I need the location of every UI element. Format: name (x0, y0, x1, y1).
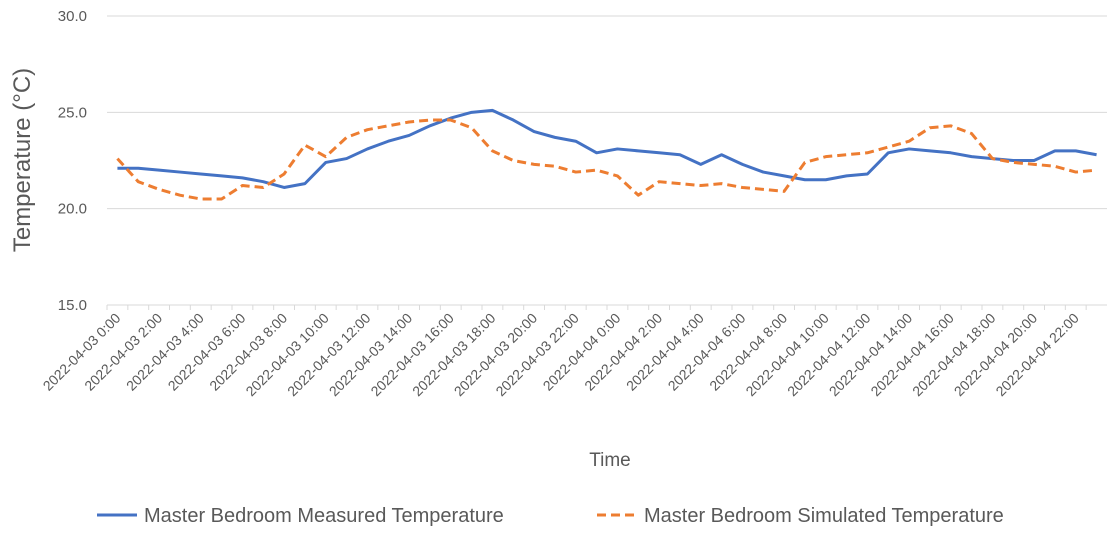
y-tick-label: 15.0 (58, 297, 87, 314)
legend-label: Master Bedroom Simulated Temperature (644, 505, 1004, 527)
y-tick-label: 30.0 (58, 8, 87, 25)
legend-label: Master Bedroom Measured Temperature (144, 505, 504, 527)
y-tick-label: 25.0 (58, 104, 87, 121)
series-line (116, 118, 1097, 201)
y-axis-title: Temperature (°C) (9, 68, 36, 252)
y-tick-label: 20.0 (58, 201, 87, 218)
series-line (117, 108, 1097, 189)
x-axis-title: Time (589, 450, 631, 471)
